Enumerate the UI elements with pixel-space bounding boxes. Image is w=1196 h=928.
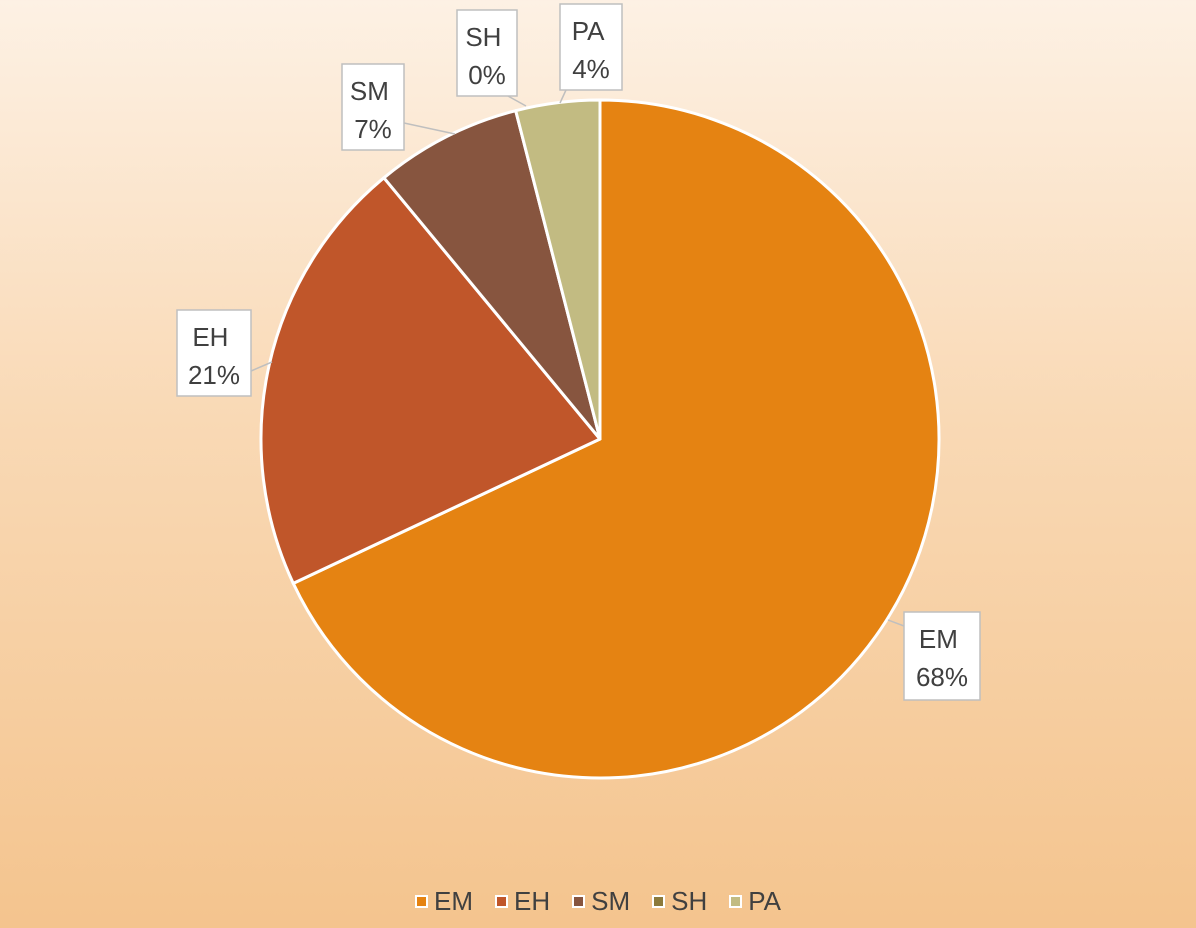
legend-item-em[interactable]: EM [414, 886, 473, 916]
legend-swatch-em [414, 894, 428, 908]
svg-text:SH 0%: SH 0% [465, 22, 508, 90]
data-label-box [176, 309, 252, 397]
svg-text:EM 68%: EM 68% [916, 624, 968, 692]
data-label-box [903, 611, 981, 701]
callout-leaders [250, 89, 905, 627]
legend-label-em: EM [433, 886, 473, 916]
data-label-sm-percent: 7% [354, 114, 392, 144]
legend-label-sm: SM [591, 886, 631, 916]
data-label-pa-percent: 4% [572, 54, 610, 84]
pie-slice-sm[interactable] [382, 109, 602, 441]
pie-slice-eh[interactable] [259, 176, 602, 585]
data-label-eh-name: EH [192, 322, 228, 352]
leader-line-sh [507, 95, 527, 107]
data-label-pa-name: PA [572, 16, 605, 46]
data-label-pa: PA 4% [559, 3, 623, 91]
data-label-sh-name: SH [465, 22, 501, 52]
data-label-box [456, 9, 518, 97]
pie-slice-em[interactable] [291, 98, 941, 780]
leader-line-em [887, 619, 905, 627]
data-label-em-percent: 68% [916, 662, 968, 692]
data-label-box [341, 63, 405, 151]
data-label-sm-name: SM [350, 76, 389, 106]
data-label-em: EM 68% [903, 611, 981, 701]
data-label-sh: SH 0% [456, 9, 518, 97]
legend-item-sm[interactable]: SM [572, 886, 630, 916]
legend-item-pa[interactable]: PA [729, 886, 781, 916]
legend-label-pa: PA [748, 886, 781, 916]
legend-swatch-sm [572, 894, 586, 908]
pie-slices [259, 98, 941, 780]
data-label-eh: EH 21% [176, 309, 252, 397]
pie-slice-pa[interactable] [514, 98, 602, 441]
leader-line-sm [403, 122, 456, 135]
legend-label-eh: EH [513, 886, 551, 916]
legend-label-sh: SH [671, 886, 708, 916]
leader-line-pa [559, 89, 567, 104]
svg-text:PA 4%: PA 4% [572, 16, 611, 84]
svg-text:EH 21%: EH 21% [188, 322, 240, 390]
data-label-sh-percent: 0% [468, 60, 506, 90]
leader-line-eh [250, 361, 273, 372]
svg-text:SM 7%: SM 7% [350, 76, 396, 144]
legend-swatch-eh [494, 894, 508, 908]
chart-legend: EM EH SM SH PA [0, 884, 1196, 918]
data-label-eh-percent: 21% [188, 360, 240, 390]
legend-item-eh[interactable]: EH [494, 886, 551, 916]
legend-swatch-pa [729, 894, 743, 908]
legend-swatch-sh [652, 894, 666, 908]
data-label-sm: SM 7% [341, 63, 405, 151]
data-label-box [559, 3, 623, 91]
legend-item-sh[interactable]: SH [652, 886, 707, 916]
data-label-em-name: EM [919, 624, 958, 654]
data-label-callouts: EM 68% EH 21% SM 7% [176, 3, 981, 701]
